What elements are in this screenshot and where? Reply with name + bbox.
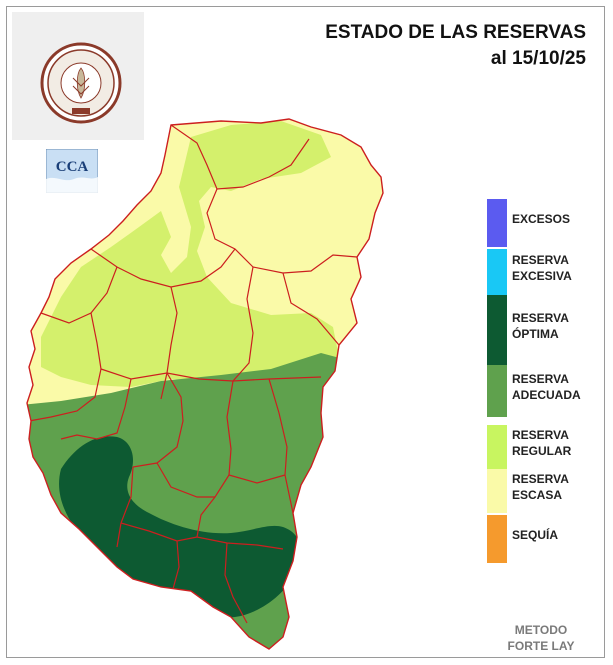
legend-swatch-reserva-regular	[487, 425, 507, 469]
legend-label-reserva-optima: RESERVA ÓPTIMA	[512, 311, 569, 341]
legend-swatch-reserva-optima	[487, 295, 507, 365]
cca-logo-text: CCA	[56, 159, 89, 175]
cca-logo: CCA	[46, 149, 98, 193]
legend-swatch-sequia	[487, 515, 507, 563]
method-line-1: METODO	[514, 623, 568, 637]
title-line-2: al 15/10/25	[490, 48, 586, 69]
legend-swatch-reserva-excesiva	[487, 249, 507, 295]
zone-reserva-regular	[41, 121, 341, 393]
title-line-1: ESTADO DE LAS RESERVAS	[325, 22, 586, 43]
legend-swatch-reserva-escasa	[487, 469, 507, 513]
zone-reserva-optima	[59, 436, 302, 618]
legend-label-reserva-excesiva: RESERVA EXCESIVA	[512, 253, 572, 283]
legend-item-reserva-escasa: RESERVA ESCASA	[487, 469, 597, 513]
map-title: ESTADO DE LAS RESERVAS al 15/10/25	[325, 20, 586, 72]
entre-rios-map	[26, 118, 384, 650]
legend-label-sequia: SEQUÍA	[512, 528, 559, 542]
bolsa-cereales-seal	[40, 42, 122, 124]
legend-item-sequia: SEQUÍA	[487, 515, 597, 563]
map-frame: ESTADO DE LAS RESERVAS al 15/10/25 CCA	[6, 6, 605, 658]
province-outline	[26, 118, 384, 650]
legend-item-excesos: EXCESOS	[487, 199, 597, 247]
legend-item-reserva-excesiva: RESERVA EXCESIVA	[487, 249, 597, 295]
legend-swatch-reserva-adecuada	[487, 365, 507, 417]
reserve-zones	[27, 119, 383, 649]
department-borders	[28, 124, 358, 624]
legend-item-reserva-regular: RESERVA REGULAR	[487, 425, 597, 469]
legend-item-reserva-adecuada: RESERVA ADECUADA	[487, 365, 597, 417]
legend-label-reserva-adecuada: RESERVA ADECUADA	[512, 372, 581, 402]
logo-panel	[12, 12, 144, 140]
method-note: METODO FORTE LAY	[491, 622, 591, 654]
legend-item-reserva-optima: RESERVA ÓPTIMA	[487, 295, 597, 365]
legend-label-excesos: EXCESOS	[512, 212, 571, 226]
method-line-2: FORTE LAY	[507, 639, 575, 653]
legend-label-reserva-escasa: RESERVA ESCASA	[512, 472, 569, 502]
legend-label-reserva-regular: RESERVA REGULAR	[512, 428, 572, 458]
legend-swatch-excesos	[487, 199, 507, 247]
